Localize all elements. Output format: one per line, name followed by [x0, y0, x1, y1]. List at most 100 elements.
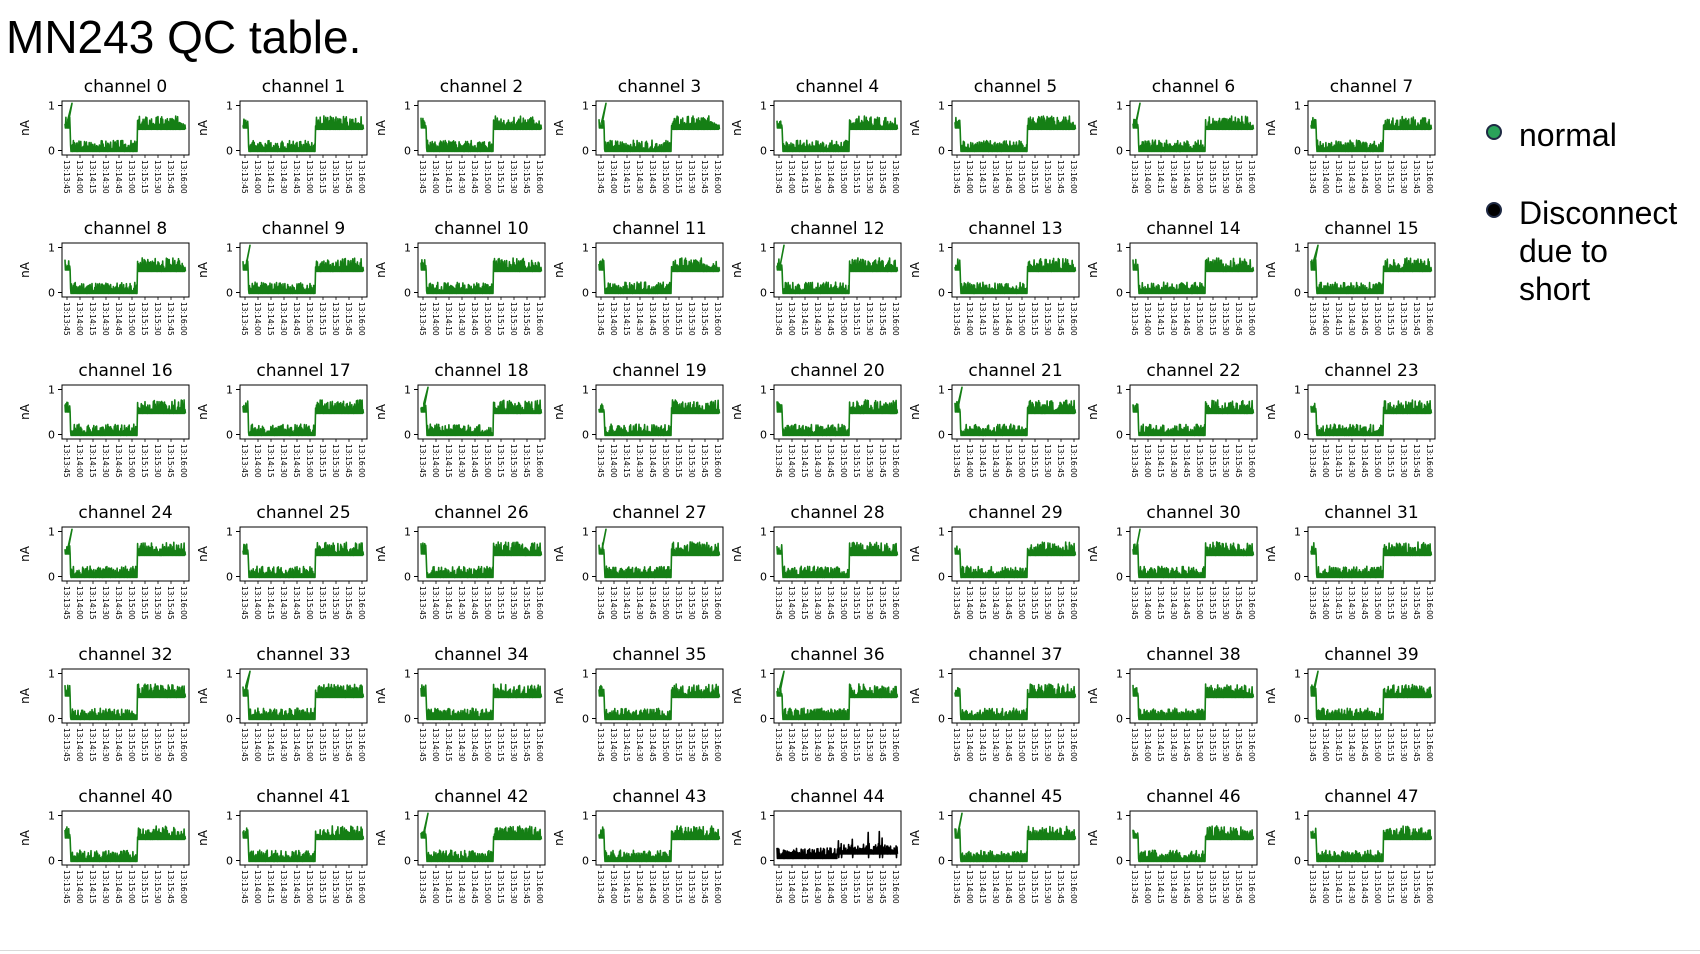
x-tick-label: 13:14:45 [648, 870, 657, 904]
x-tick-label: 13:15:00 [127, 728, 136, 762]
y-tick-label: 1 [938, 384, 945, 397]
x-tick-label: 13:14:45 [1360, 160, 1369, 194]
x-tick-label: 13:15:45 [1056, 444, 1065, 478]
x-tick-label: 13:14:00 [1143, 728, 1152, 762]
x-tick-label: 13:15:00 [1195, 444, 1204, 478]
x-tick-label: 13:14:00 [965, 870, 974, 904]
x-tick-label: 13:15:45 [878, 160, 887, 194]
x-tick-label: 13:15:45 [1056, 302, 1065, 336]
panel-title: channel 12 [790, 219, 884, 239]
x-tick-label: 13:16:00 [713, 302, 722, 336]
channel-panel: channel 35 nA 0 1 13:13:45 13:14:00 13:14:15 13… [552, 645, 724, 762]
x-tick-label: 13:13:45 [596, 728, 605, 762]
plot-frame [61, 810, 190, 866]
x-tick-label: 13:14:30 [991, 586, 1000, 620]
x-tick-label: 13:15:15 [496, 444, 505, 478]
x-tick-label: 13:14:00 [75, 728, 84, 762]
y-tick-label: 1 [404, 526, 411, 539]
channel-panel: channel 24 nA 0 1 13:13:45 13:14:00 13:14:15 13… [18, 503, 190, 620]
legend-item-short: Disconnect due to short [1486, 194, 1686, 308]
x-tick-label: 13:14:15 [800, 870, 809, 904]
x-tick-label: 13:14:30 [101, 160, 110, 194]
x-tick-label: 13:15:00 [1373, 728, 1382, 762]
y-axis-label: nA [1086, 403, 1100, 420]
panel-title: channel 38 [1146, 645, 1240, 665]
x-tick-label: 13:15:30 [865, 160, 874, 194]
y-axis-label: nA [1264, 687, 1278, 704]
plot-frame [951, 810, 1080, 866]
x-tick-label: 13:14:00 [787, 870, 796, 904]
x-tick-label: 13:14:15 [88, 728, 97, 762]
panel-title: channel 41 [256, 787, 350, 807]
panel-title: channel 35 [612, 645, 706, 665]
x-tick-label: 13:14:15 [800, 302, 809, 336]
x-tick-label: 13:14:30 [813, 160, 822, 194]
y-tick-label: 1 [760, 100, 767, 113]
x-tick-label: 13:14:30 [1169, 160, 1178, 194]
y-tick-label: 0 [404, 713, 411, 726]
x-tick-label: 13:15:00 [1017, 728, 1026, 762]
plot-frame [1307, 526, 1436, 582]
legend-marker-normal [1486, 124, 1502, 140]
channel-panel: channel 27 nA 0 1 13:13:45 13:14:00 13:14:15 13… [552, 503, 724, 620]
x-tick-label: 13:14:15 [622, 870, 631, 904]
x-tick-label: 13:15:15 [674, 302, 683, 336]
x-tick-label: 13:15:00 [127, 160, 136, 194]
x-tick-label: 13:15:15 [318, 728, 327, 762]
signal-trace [954, 386, 1077, 437]
y-tick-label: 0 [48, 145, 55, 158]
y-axis-label: nA [374, 829, 388, 846]
x-tick-label: 13:14:00 [965, 444, 974, 478]
x-tick-label: 13:14:15 [978, 160, 987, 194]
x-tick-label: 13:14:00 [75, 444, 84, 478]
x-tick-label: 13:14:15 [1156, 444, 1165, 478]
x-tick-label: 13:15:45 [878, 302, 887, 336]
y-tick-label: 1 [1294, 384, 1301, 397]
x-tick-label: 13:15:15 [496, 302, 505, 336]
x-tick-label: 13:14:45 [1004, 160, 1013, 194]
x-tick-label: 13:15:15 [1030, 586, 1039, 620]
signal-trace [598, 528, 721, 579]
x-tick-label: 13:15:45 [166, 302, 175, 336]
signal-trace [64, 683, 187, 721]
x-tick-label: 13:13:45 [774, 586, 783, 620]
x-tick-label: 13:15:45 [1056, 728, 1065, 762]
x-tick-label: 13:14:15 [444, 302, 453, 336]
signal-trace [1132, 399, 1255, 437]
x-tick-label: 13:15:30 [331, 870, 340, 904]
y-tick-label: 0 [938, 855, 945, 868]
x-tick-label: 13:14:00 [787, 302, 796, 336]
x-tick-label: 13:16:00 [1069, 302, 1078, 336]
y-tick-label: 1 [582, 384, 589, 397]
x-tick-label: 13:15:00 [305, 870, 314, 904]
x-tick-label: 13:15:00 [1373, 160, 1382, 194]
x-tick-label: 13:14:30 [1169, 444, 1178, 478]
x-tick-label: 13:14:15 [622, 586, 631, 620]
x-tick-label: 13:15:45 [344, 728, 353, 762]
plot-frame [773, 242, 902, 298]
x-tick-label: 13:16:00 [1069, 586, 1078, 620]
x-tick-label: 13:16:00 [1425, 870, 1434, 904]
x-tick-label: 13:15:15 [1386, 870, 1395, 904]
x-tick-label: 13:15:30 [1221, 444, 1230, 478]
x-tick-label: 13:15:00 [305, 728, 314, 762]
x-tick-label: 13:15:00 [483, 586, 492, 620]
x-tick-label: 13:14:45 [470, 728, 479, 762]
x-tick-label: 13:16:00 [891, 586, 900, 620]
x-tick-label: 13:15:15 [852, 870, 861, 904]
x-tick-label: 13:15:45 [1412, 728, 1421, 762]
y-tick-label: 0 [404, 287, 411, 300]
x-tick-label: 13:15:30 [153, 870, 162, 904]
channel-panel: channel 2 nA 0 1 13:13:45 13:14:00 13:14:15 13:… [374, 77, 546, 194]
x-tick-label: 13:16:00 [357, 444, 366, 478]
y-tick-label: 0 [1294, 287, 1301, 300]
x-tick-label: 13:15:15 [674, 728, 683, 762]
panel-title: channel 17 [256, 361, 350, 381]
x-tick-label: 13:14:45 [648, 586, 657, 620]
y-tick-label: 1 [1294, 100, 1301, 113]
x-tick-label: 13:15:15 [140, 160, 149, 194]
y-tick-label: 1 [582, 810, 589, 823]
x-tick-label: 13:15:00 [839, 302, 848, 336]
x-tick-label: 13:14:30 [991, 302, 1000, 336]
x-tick-label: 13:16:00 [357, 160, 366, 194]
